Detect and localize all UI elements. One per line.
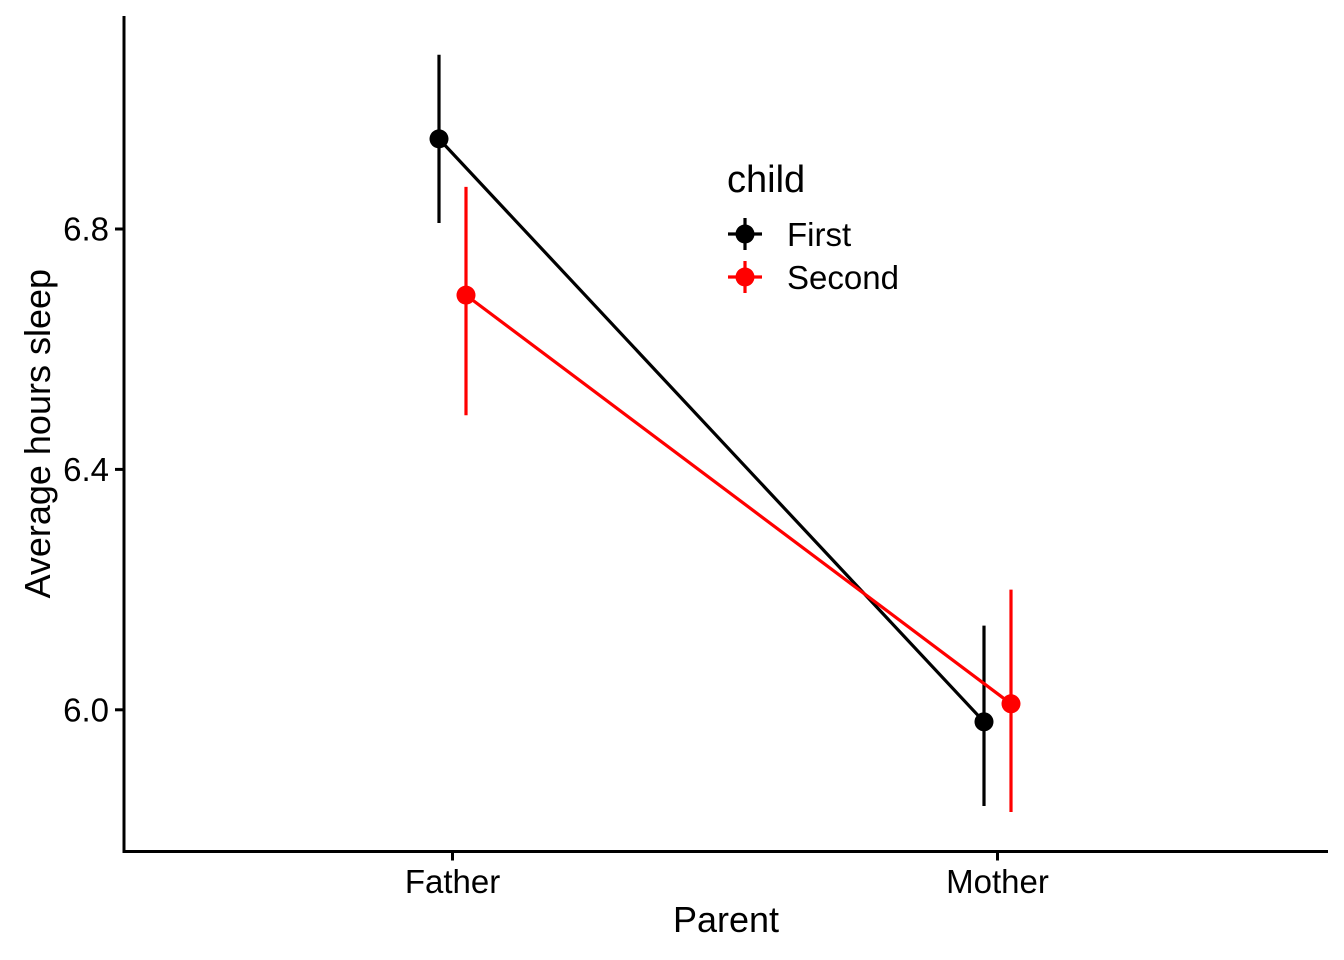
series-line-second xyxy=(465,293,1012,706)
y-tick-label: 6.8 xyxy=(63,211,109,248)
y-axis-title: Average hours sleep xyxy=(17,269,58,599)
legend-key-point-second xyxy=(735,267,755,287)
point-mother-first xyxy=(974,712,994,732)
y-tick-label: 6.4 xyxy=(63,451,109,488)
legend-entry-label: First xyxy=(787,216,851,253)
point-father-second xyxy=(456,285,476,305)
point-mother-second xyxy=(1001,694,1021,714)
point-father-first xyxy=(429,129,449,149)
x-tick-label: Mother xyxy=(946,863,1049,900)
legend-key-point-first xyxy=(735,224,755,244)
x-tick-label: Father xyxy=(405,863,500,900)
x-axis-title: Parent xyxy=(673,899,779,940)
legend-entry-label: Second xyxy=(787,259,899,296)
series-line-first xyxy=(437,137,986,723)
y-tick-label: 6.0 xyxy=(63,691,109,728)
legend-title: child xyxy=(727,159,805,201)
